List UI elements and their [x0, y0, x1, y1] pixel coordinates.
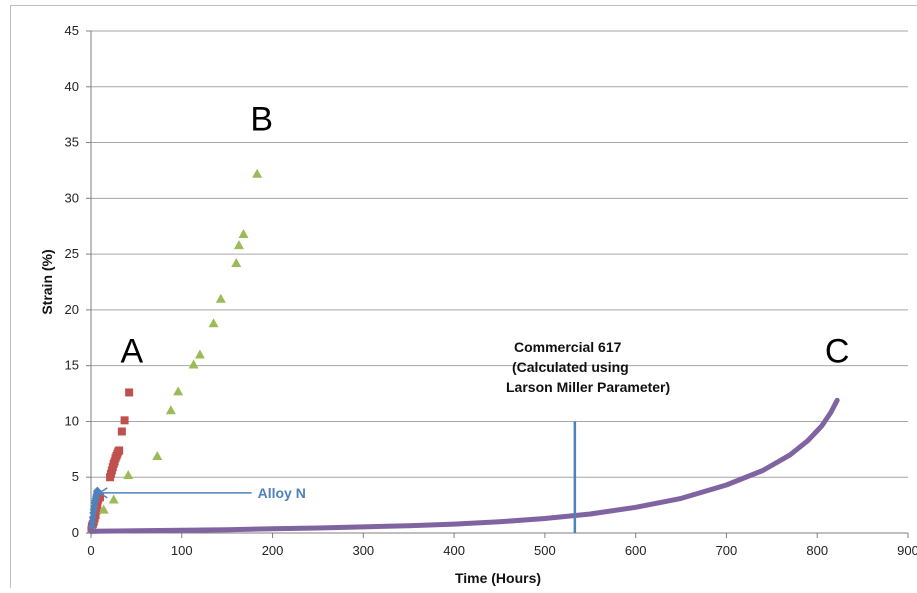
y-tick-label: 10 [65, 413, 79, 428]
data-point [498, 520, 501, 524]
data-point-square [91, 511, 100, 520]
data-point-triangle [123, 469, 134, 479]
data-point-square [93, 501, 102, 510]
chart-frame [10, 5, 917, 588]
x-tick-label: 800 [806, 543, 828, 558]
data-point-square [117, 427, 126, 436]
annotations: Commercial 617 (Calculated using Larson Mi… [97, 100, 850, 533]
x-tick-label: 900 [897, 543, 917, 558]
series-line [88, 397, 840, 534]
data-point-triangle [98, 504, 109, 514]
data-point [806, 438, 810, 442]
data-point-square [115, 446, 124, 455]
reference-label-line: Commercial 617 [514, 339, 622, 355]
data-point [634, 505, 638, 509]
y-tick-label: 15 [65, 358, 79, 373]
data-point [271, 527, 275, 531]
data-point-triangle [208, 318, 219, 328]
y-tick-label: 30 [65, 190, 79, 205]
data-point-square [125, 388, 134, 397]
data-point [829, 411, 833, 415]
alloy-label: Alloy N [258, 485, 306, 501]
series-4 [88, 397, 840, 534]
series-layer [87, 168, 840, 535]
axes: 0 5 10 15 20 25 30 35 40 45 0 100 200 300 400 500 600 700… [65, 23, 917, 558]
data-point [543, 516, 547, 520]
data-point-triangle [215, 293, 226, 303]
data-point-square [120, 416, 129, 425]
y-tick-label: 35 [65, 135, 79, 150]
data-point-triangle [194, 349, 205, 359]
data-point-triangle [152, 451, 163, 461]
reference-label-line: Larson Miller Parameter) [506, 379, 670, 395]
series-2 [87, 168, 263, 534]
x-tick-label: 200 [262, 543, 284, 558]
data-point-diamond [87, 522, 96, 531]
data-point [788, 453, 792, 457]
data-point-diamond [88, 513, 97, 522]
x-tick-label: 400 [443, 543, 465, 558]
x-tick-label: 300 [352, 543, 374, 558]
data-point [588, 512, 592, 516]
data-point [724, 483, 728, 487]
x-tick-label: 700 [716, 543, 738, 558]
data-point-triangle [173, 386, 184, 396]
data-point-diamond [88, 517, 97, 526]
y-tick-label: 5 [72, 469, 79, 484]
x-tick-label: 600 [625, 543, 647, 558]
data-point [134, 529, 138, 533]
data-point [89, 529, 93, 533]
data-point-triangle [165, 405, 176, 415]
reference-label-line: (Calculated using [512, 359, 629, 375]
data-point [407, 524, 411, 528]
data-point [761, 469, 765, 473]
curve-label-b: B [250, 100, 273, 138]
data-point-triangle [233, 240, 244, 250]
data-point [679, 496, 683, 500]
x-tick-label: 500 [534, 543, 556, 558]
data-point-triangle [231, 258, 242, 268]
alloy-arrowhead [97, 487, 108, 499]
data-point [180, 528, 184, 532]
data-point [452, 522, 456, 526]
data-point [361, 525, 365, 529]
data-point [225, 528, 229, 532]
gridlines [91, 30, 908, 478]
y-tick-label: 20 [65, 302, 79, 317]
x-tick-label: 100 [171, 543, 193, 558]
y-tick-label: 25 [65, 246, 79, 261]
x-axis-title: Time (Hours) [455, 570, 541, 586]
y-tick-label: 45 [65, 23, 79, 38]
y-tick-label: 40 [65, 79, 79, 94]
data-point-triangle [108, 494, 119, 504]
curve-label-a: A [121, 332, 144, 370]
y-axis-title: Strain (%) [39, 249, 55, 314]
x-tick-label: 0 [87, 543, 94, 558]
reference-line-label: Commercial 617 (Calculated using Larson Mi… [506, 339, 670, 395]
data-point [835, 398, 839, 402]
data-point [316, 526, 320, 530]
data-point-triangle [238, 229, 249, 239]
data-point-square [96, 493, 105, 502]
curve-label-c: C [825, 332, 850, 370]
data-point-triangle [252, 168, 263, 178]
data-point [820, 424, 824, 428]
y-tick-label: 0 [72, 525, 79, 540]
data-point-triangle [188, 359, 199, 369]
